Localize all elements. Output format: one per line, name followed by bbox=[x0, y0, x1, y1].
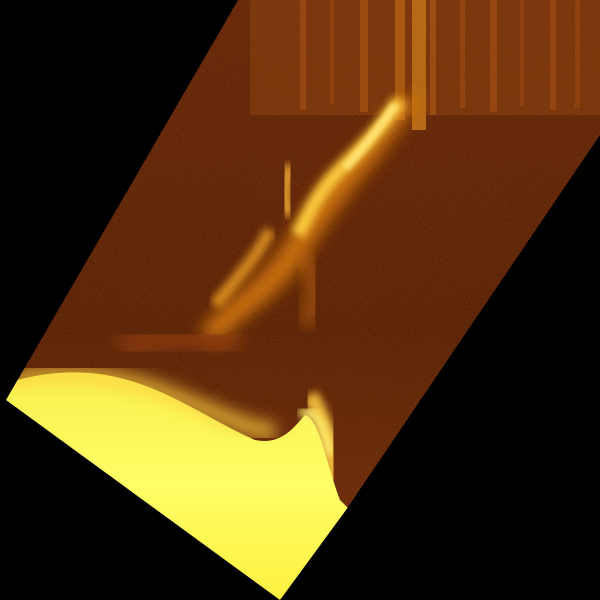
image-viewport bbox=[0, 0, 600, 600]
image-frame bbox=[0, 0, 600, 600]
solar-prominence-image bbox=[0, 0, 600, 600]
